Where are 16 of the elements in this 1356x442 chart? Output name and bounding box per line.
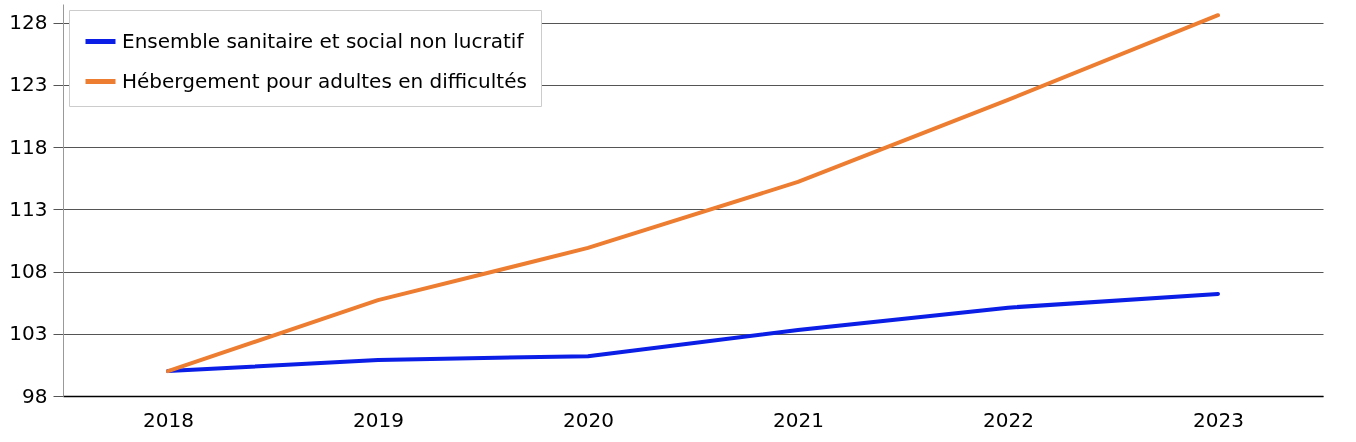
- x-tick-label: 2023: [1193, 407, 1244, 432]
- x-tick-label: 2020: [563, 407, 614, 432]
- legend-label: Ensemble sanitaire et social non lucratif: [122, 28, 525, 53]
- y-tick-label: 98: [22, 383, 48, 408]
- x-tick-label: 2022: [983, 407, 1034, 432]
- y-tick-label: 108: [9, 259, 48, 284]
- x-tick-label: 2021: [773, 407, 824, 432]
- y-tick-label: 118: [9, 134, 48, 159]
- y-tick-label: 123: [9, 72, 48, 97]
- x-tick-label: 2019: [353, 407, 404, 432]
- x-tick-label: 2018: [143, 407, 194, 432]
- legend-label: Hébergement pour adultes en difficultés: [122, 68, 527, 93]
- y-tick-label: 113: [9, 196, 48, 221]
- y-tick-label: 128: [9, 10, 48, 35]
- y-tick-label: 103: [9, 321, 48, 346]
- line-series: [166, 291, 1220, 374]
